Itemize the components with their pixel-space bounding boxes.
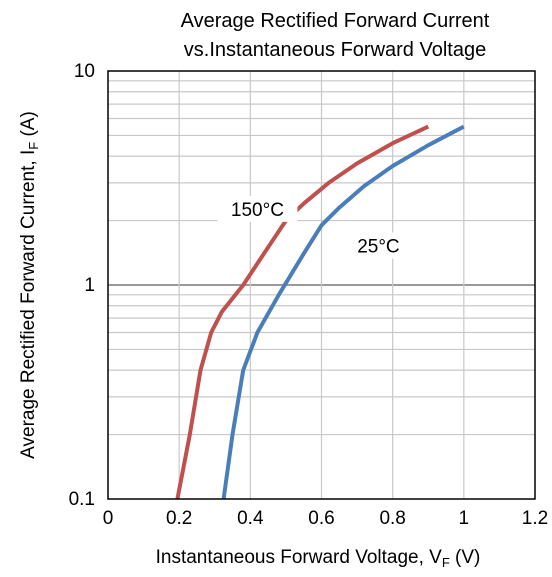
x-tick-labels: 0 0.2 0.4 0.6 0.8 1 1.2 xyxy=(103,508,549,529)
curve-labels: 150°C 25°C xyxy=(217,195,419,259)
x-axis-label: Instantaneous Forward Voltage, VF (V) xyxy=(156,547,481,570)
y-tick-label: 10 xyxy=(74,61,95,82)
plot-curves xyxy=(175,124,465,500)
x-tick-label: 1.2 xyxy=(522,508,548,529)
y-tick-label: 0.1 xyxy=(69,489,95,510)
curve-label-background xyxy=(217,195,298,222)
plot-frame xyxy=(107,70,536,500)
y-axis-label: Average Rectified Forward Current, IF (A… xyxy=(18,111,41,459)
chart-title-line-2: vs.Instantaneous Forward Voltage xyxy=(184,39,486,61)
series-line-1 xyxy=(221,124,465,500)
curve-label-1: 25°C xyxy=(357,236,399,257)
curve-label-0: 150°C xyxy=(231,200,284,221)
chart-title-line-1: Average Rectified Forward Current xyxy=(181,10,490,32)
x-tick-label: 0.8 xyxy=(379,508,405,529)
x-tick-label: 0.6 xyxy=(308,508,334,529)
x-tick-label: 0.4 xyxy=(237,508,264,529)
plot-grid xyxy=(108,71,535,499)
x-tick-label: 0.2 xyxy=(166,508,192,529)
y-tick-labels: 0.1 1 10 xyxy=(69,61,95,510)
series-line-0 xyxy=(175,124,430,500)
x-tick-label: 0 xyxy=(103,508,114,529)
y-tick-label: 1 xyxy=(84,275,95,296)
curve-label-background xyxy=(338,232,419,259)
x-tick-label: 1 xyxy=(459,508,470,529)
